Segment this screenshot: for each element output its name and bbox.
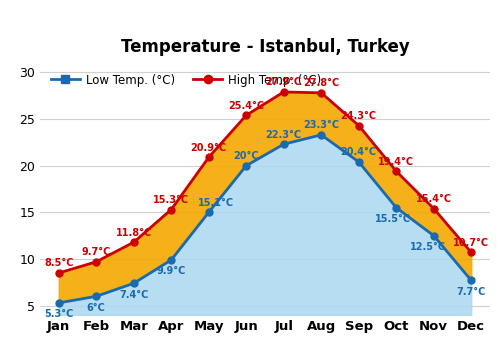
High Temp. (°C) — [393, 169, 399, 173]
Text: 24.3°C: 24.3°C — [340, 111, 377, 121]
High Temp. (°C) — [431, 206, 437, 211]
Text: 23.3°C: 23.3°C — [303, 120, 340, 130]
Low Temp. (°C) — [468, 278, 474, 282]
Low Temp. (°C) — [243, 163, 249, 168]
Text: 9.9°C: 9.9°C — [156, 266, 186, 277]
Text: 15.4°C: 15.4°C — [416, 194, 452, 204]
Text: 11.8°C: 11.8°C — [116, 228, 152, 238]
High Temp. (°C) — [281, 90, 287, 94]
Text: 20.9°C: 20.9°C — [190, 142, 227, 153]
Low Temp. (°C) — [168, 258, 174, 262]
Text: 7.7°C: 7.7°C — [456, 287, 486, 297]
Text: 19.4°C: 19.4°C — [378, 156, 414, 167]
Text: 22.3°C: 22.3°C — [266, 130, 302, 140]
Text: 6°C: 6°C — [87, 303, 106, 313]
Text: 27.9°C: 27.9°C — [266, 77, 302, 87]
High Temp. (°C) — [206, 155, 212, 159]
Text: 15.3°C: 15.3°C — [153, 195, 190, 205]
Title: Temperature - Istanbul, Turkey: Temperature - Istanbul, Turkey — [120, 38, 410, 56]
High Temp. (°C) — [168, 208, 174, 212]
Text: 15.1°C: 15.1°C — [198, 198, 234, 208]
Text: 10.7°C: 10.7°C — [453, 238, 490, 248]
Text: 7.4°C: 7.4°C — [119, 290, 148, 300]
High Temp. (°C) — [93, 260, 99, 264]
Text: 9.7°C: 9.7°C — [82, 247, 111, 257]
Line: High Temp. (°C): High Temp. (°C) — [56, 89, 474, 276]
Low Temp. (°C) — [281, 142, 287, 146]
Text: 5.3°C: 5.3°C — [44, 309, 74, 320]
Text: 25.4°C: 25.4°C — [228, 100, 264, 111]
Low Temp. (°C) — [393, 205, 399, 210]
High Temp. (°C) — [468, 250, 474, 254]
Low Temp. (°C) — [356, 160, 362, 164]
Low Temp. (°C) — [431, 233, 437, 238]
High Temp. (°C) — [318, 91, 324, 95]
Text: 12.5°C: 12.5°C — [410, 242, 446, 252]
Text: 20.4°C: 20.4°C — [340, 147, 377, 157]
High Temp. (°C) — [356, 124, 362, 128]
High Temp. (°C) — [56, 271, 62, 275]
Low Temp. (°C) — [206, 210, 212, 215]
Low Temp. (°C) — [93, 294, 99, 299]
High Temp. (°C) — [131, 240, 137, 244]
Low Temp. (°C) — [131, 281, 137, 285]
Text: 8.5°C: 8.5°C — [44, 258, 74, 268]
Text: 15.5°C: 15.5°C — [374, 214, 410, 224]
Text: 27.8°C: 27.8°C — [303, 78, 340, 88]
Legend: Low Temp. (°C), High Temp. (°C): Low Temp. (°C), High Temp. (°C) — [46, 69, 326, 91]
Low Temp. (°C) — [318, 133, 324, 137]
Line: Low Temp. (°C): Low Temp. (°C) — [56, 131, 474, 306]
Text: 20°C: 20°C — [234, 151, 259, 161]
High Temp. (°C) — [243, 113, 249, 117]
Low Temp. (°C) — [56, 301, 62, 305]
